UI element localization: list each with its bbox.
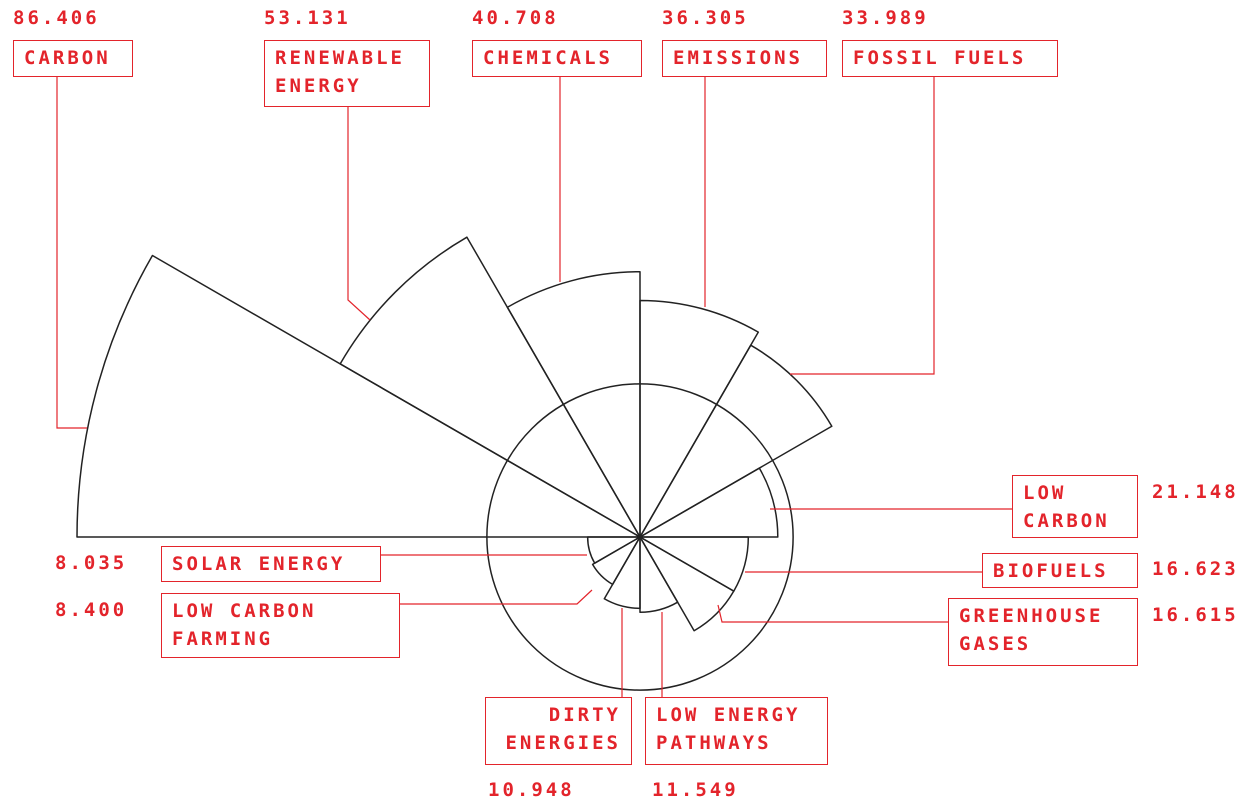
wedge xyxy=(639,536,735,632)
value-label: 53.131 xyxy=(264,7,351,29)
category-label: SOLAR ENERGY xyxy=(161,546,381,582)
wedge xyxy=(591,536,641,586)
category-label: GREENHOUSE GASES xyxy=(948,598,1138,666)
wedge xyxy=(639,536,679,613)
leader-line xyxy=(790,77,935,375)
category-label: BIOFUELS xyxy=(982,553,1138,588)
value-label: 40.708 xyxy=(472,7,559,29)
category-label: CHEMICALS xyxy=(472,40,642,77)
value-label: 16.615 xyxy=(1152,604,1239,626)
value-label: 10.948 xyxy=(488,779,575,801)
category-label: RENEWABLE ENERGY xyxy=(264,40,430,107)
category-label: FOSSIL FUELS xyxy=(842,40,1058,77)
wedge xyxy=(639,467,779,538)
value-label: 33.989 xyxy=(842,7,929,29)
value-label: 16.623 xyxy=(1152,558,1239,580)
category-label: LOW CARBON FARMING xyxy=(161,593,400,658)
wedge xyxy=(603,536,641,610)
leader-line xyxy=(347,107,371,321)
category-label: CARBON xyxy=(13,40,133,77)
wedge xyxy=(639,299,760,538)
value-label: 8.400 xyxy=(55,599,128,621)
value-label: 86.406 xyxy=(13,7,100,29)
wedge xyxy=(586,536,641,564)
value-label: 11.549 xyxy=(652,779,739,801)
leader-line xyxy=(717,604,948,623)
value-label: 8.035 xyxy=(55,552,128,574)
category-label: LOW CARBON xyxy=(1012,475,1138,538)
wedge xyxy=(76,254,641,538)
wedge xyxy=(639,344,833,538)
category-label: LOW ENERGY PATHWAYS xyxy=(645,697,828,765)
value-label: 36.305 xyxy=(662,7,749,29)
value-label: 21.148 xyxy=(1152,481,1239,503)
wedge xyxy=(506,271,641,538)
leader-line xyxy=(400,589,593,605)
category-label: EMISSIONS xyxy=(662,40,827,77)
category-label: DIRTY ENERGIES xyxy=(485,697,632,765)
leader-line xyxy=(56,77,87,429)
wedge xyxy=(339,236,641,538)
